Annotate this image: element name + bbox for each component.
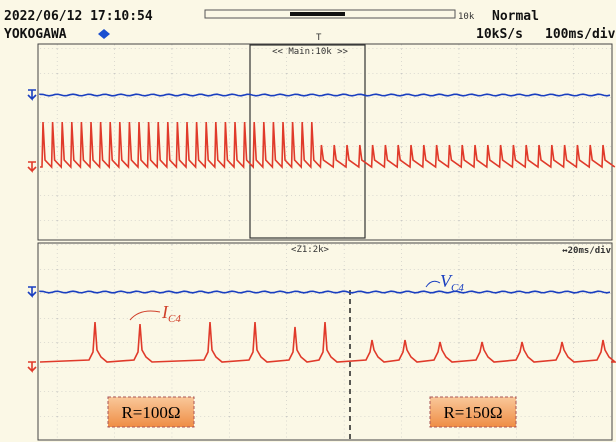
oscilloscope-screen: 2022/06/12 17:10:54 10k YOKOGAWA Normal … (0, 0, 616, 442)
zoom-label: <Z1:2k> (291, 245, 330, 255)
main-panel (38, 44, 612, 240)
memory: 10k (458, 12, 475, 22)
main-zoom-label: << Main:10k >> (272, 47, 348, 57)
trigger-mode: Normal (492, 9, 539, 24)
datetime: 2022/06/12 17:10:54 (4, 9, 153, 24)
timebase: 100ms/div (545, 27, 616, 42)
sample-rate: 10kS/s (476, 27, 523, 42)
left-region: R=100Ω (121, 403, 180, 422)
i-subscript: C4 (168, 313, 181, 325)
memory-window (290, 12, 345, 16)
zoom-timebase: ↔20ms/div (562, 245, 611, 256)
trigger-marker: T (316, 33, 322, 43)
right-region: R=150Ω (443, 403, 502, 422)
brand: YOKOGAWA (4, 27, 67, 42)
